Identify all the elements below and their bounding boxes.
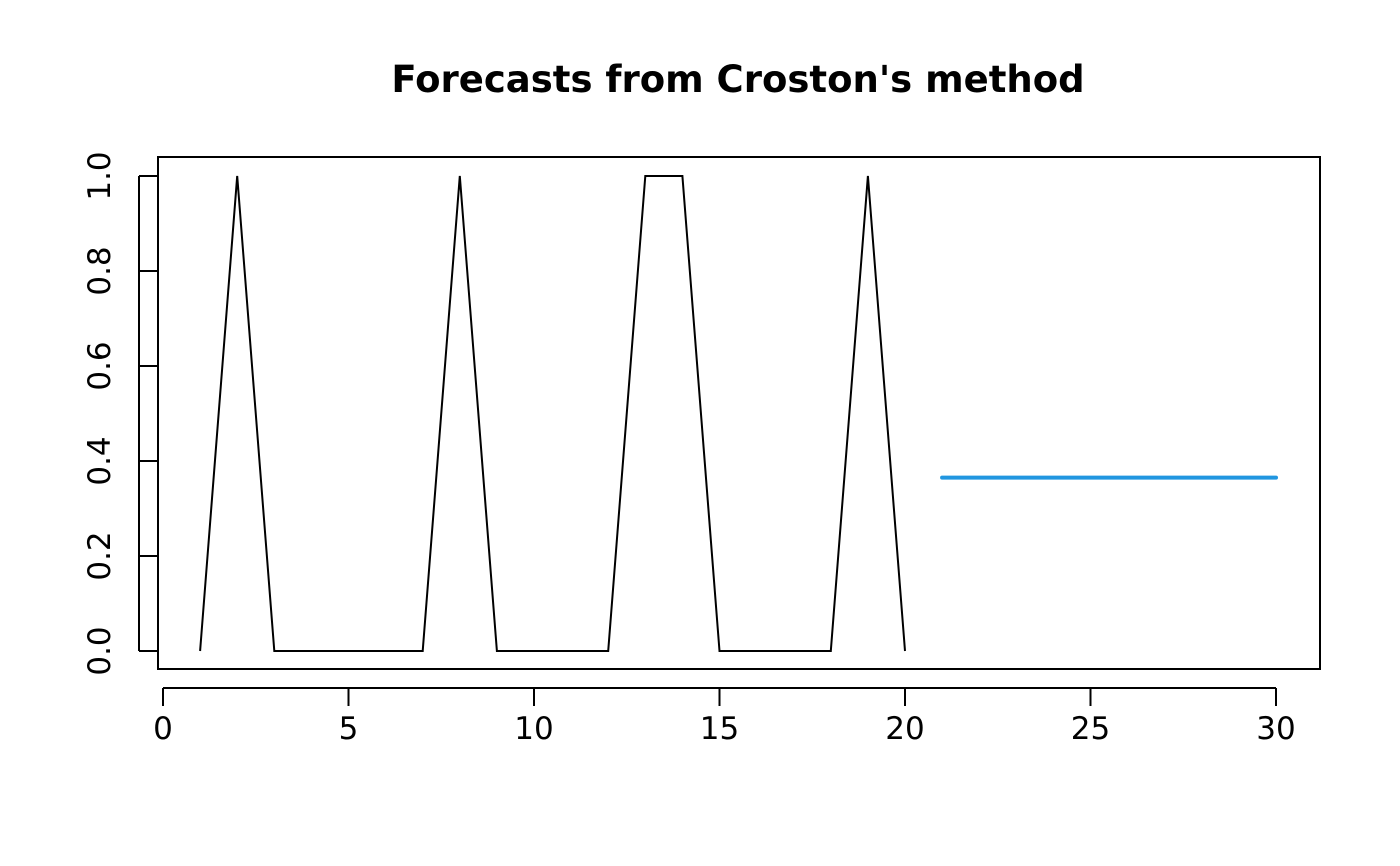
y-tick-label: 0.4 xyxy=(82,436,118,485)
x-tick-label: 0 xyxy=(153,711,173,747)
x-tick-label: 10 xyxy=(514,711,553,747)
y-tick-label: 0.0 xyxy=(82,626,118,675)
y-tick-label: 0.8 xyxy=(82,246,118,295)
y-tick-label: 0.2 xyxy=(82,531,118,580)
x-tick-label: 20 xyxy=(885,711,924,747)
y-tick-label: 1.0 xyxy=(82,151,118,200)
y-tick-label: 0.6 xyxy=(82,341,118,390)
x-tick-label: 5 xyxy=(339,711,359,747)
chart-title: Forecasts from Croston's method xyxy=(391,58,1084,101)
x-axis: 0 5 10 15 20 25 30 xyxy=(153,687,1296,747)
x-tick-label: 25 xyxy=(1071,711,1110,747)
x-tick-label: 15 xyxy=(700,711,739,747)
y-axis: 0.0 0.2 0.4 0.6 0.8 1.0 xyxy=(82,151,158,676)
plot-frame xyxy=(157,156,1321,670)
x-tick-label: 30 xyxy=(1256,711,1295,747)
series-layer xyxy=(199,175,1278,652)
observed-series-line xyxy=(199,175,906,652)
